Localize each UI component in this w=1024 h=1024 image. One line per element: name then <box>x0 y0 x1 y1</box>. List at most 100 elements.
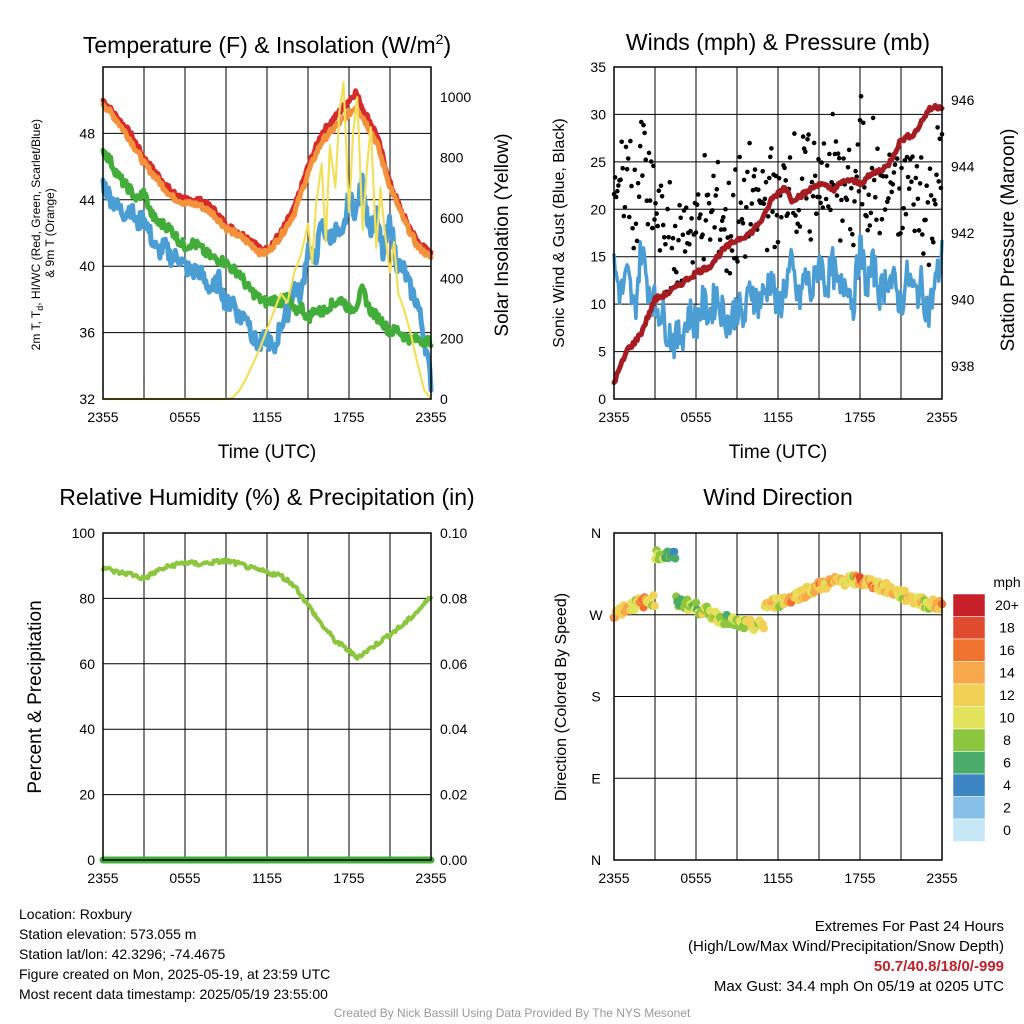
wind-gust-point <box>665 206 670 212</box>
x-tick-label: 1155 <box>252 870 282 886</box>
wind-gust-point <box>918 155 924 160</box>
colorbar-label: 4 <box>1003 777 1011 793</box>
wind-gust-point <box>646 150 652 156</box>
wind-gust-point <box>652 217 657 222</box>
wind-gust-point <box>871 177 877 183</box>
y-tick-label: 40 <box>79 258 95 274</box>
wind-gust-point <box>912 228 917 234</box>
colorbar-label: 6 <box>1003 755 1011 771</box>
wind-gust-point <box>773 173 779 179</box>
wind-gust-point <box>809 179 815 185</box>
x-tick-label: 2355 <box>598 870 629 886</box>
wind-gust-point <box>632 167 638 173</box>
wind-gust-point <box>859 201 865 207</box>
y-tick-label: 35 <box>590 59 606 75</box>
wind-gust-point <box>856 189 862 194</box>
wind-gust-point <box>827 151 832 157</box>
wind-gust-point <box>828 207 833 213</box>
wind-gust-point <box>857 118 863 123</box>
wind-gust-point <box>712 225 717 230</box>
y2-tick-label: 0.10 <box>440 525 467 541</box>
wind-gust-point <box>793 213 798 218</box>
wind-gust-point <box>824 163 830 168</box>
wind-gust-point <box>869 165 875 171</box>
wind-gust-point <box>851 242 856 248</box>
wind-gust-point <box>740 221 746 226</box>
colorbar-label: 0 <box>1003 822 1011 838</box>
wind-gust-point <box>714 187 720 192</box>
wind-gust-point <box>799 176 805 181</box>
y-tick-label: 15 <box>590 249 606 265</box>
wind-gust-point <box>736 219 741 225</box>
wind-gust-point <box>748 222 753 227</box>
y-tick-label: 30 <box>590 106 606 122</box>
colorbar-swatch <box>952 728 986 752</box>
wind-gust-point <box>744 205 749 210</box>
wind-gust-point <box>678 215 683 221</box>
wind-direction-title: Wind Direction <box>703 484 853 510</box>
wind-gust-point <box>645 221 651 227</box>
wind-gust-point <box>660 222 666 228</box>
wind-gust-point <box>630 226 635 231</box>
wind-gust-point <box>814 211 819 216</box>
wind-gust-point <box>870 115 876 121</box>
wind-gust-point <box>830 111 835 117</box>
x-tick-label: 1155 <box>763 409 793 425</box>
wind-gust-point <box>853 168 858 174</box>
wind-gust-point <box>760 169 765 174</box>
wind-gust-point <box>817 194 822 200</box>
y2-tick-label: 940 <box>951 291 975 307</box>
wind-gust-point <box>729 248 735 253</box>
wind-gust-point <box>844 197 850 203</box>
wind-gust-point <box>751 173 757 179</box>
x-tick-label: 2355 <box>87 409 118 425</box>
wind-gust-point <box>734 255 739 261</box>
temperature-ylabel-left: 2m T, Td, HI/WC (Red, Green, Scarlet/Blu… <box>29 116 57 351</box>
x-tick-label: 2355 <box>926 870 957 886</box>
y-tick-label: 44 <box>79 192 95 208</box>
wind-gust-point <box>803 149 808 154</box>
wind-gust-point <box>737 154 742 160</box>
wind-gust-point <box>637 143 643 149</box>
y2-tick-label: 944 <box>951 159 975 175</box>
direction-tick-label: S <box>591 689 600 705</box>
wind-gust-point <box>728 234 734 239</box>
x-tick-label: 1755 <box>333 870 364 886</box>
y-tick-label: 100 <box>72 525 96 541</box>
wind-gust-point <box>874 217 879 223</box>
humidity-plot-frame <box>102 532 432 861</box>
wind-gust-point <box>669 245 675 251</box>
temperature-title: Temperature (F) & Insolation (W/m2) <box>83 31 451 58</box>
wind-gust-point <box>906 186 912 191</box>
wind-gust-point <box>680 232 686 238</box>
wind-gust-point <box>735 259 740 264</box>
wind-gust-point <box>891 170 897 175</box>
wind-gust-point <box>613 194 619 200</box>
wind-direction-point <box>630 605 639 614</box>
wind-gust-point <box>783 178 788 183</box>
wind-gust-point <box>738 200 744 205</box>
wind-gust-point <box>657 248 663 253</box>
wind-gust-point <box>816 156 821 162</box>
wind-gust-point <box>656 188 662 193</box>
wind-gust-point <box>648 159 654 164</box>
wind-gust-point <box>776 176 782 181</box>
wind-gust-point <box>862 185 867 190</box>
direction-tick-label: E <box>591 770 600 786</box>
wind-gust-point <box>643 157 648 162</box>
wind-gust-point <box>840 218 845 223</box>
wind-gust-point <box>762 196 768 202</box>
colorbar-label: 8 <box>1003 732 1011 748</box>
colorbar-swatch <box>952 616 986 640</box>
wind-gust-point <box>659 194 665 199</box>
wind-gust-point <box>779 214 784 220</box>
wind-gust-point <box>723 206 728 212</box>
wind-gust-point <box>768 154 773 160</box>
wind-gust-point <box>796 208 802 213</box>
wind-direction-point <box>671 554 680 563</box>
wind-gust-point <box>924 183 929 188</box>
wind-gust-point <box>666 234 671 240</box>
wind-gust-point <box>797 224 803 229</box>
colorbar-label: 18 <box>999 620 1015 636</box>
y-tick-label: 0 <box>87 852 95 868</box>
